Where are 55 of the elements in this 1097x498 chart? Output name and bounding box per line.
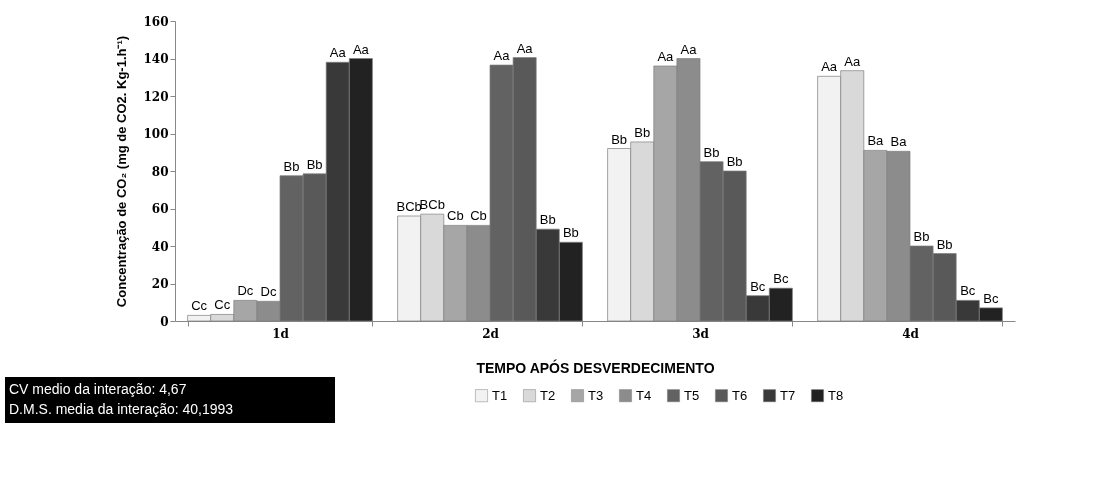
x-tick-label: 3d [692,326,710,341]
legend-label: T1 [492,387,508,403]
data-label: Aa [352,41,370,57]
data-label: Cb [470,208,487,224]
data-label: Bc [960,283,976,299]
legend-label: T7 [780,387,796,403]
data-label: Cb [447,208,464,224]
data-label: Bb [611,131,628,147]
data-label: Bb [634,124,651,140]
legend-label: T3 [588,387,604,403]
y-tick-label: 80 [151,164,169,179]
x-tick-label: 1d [272,326,290,341]
data-label: Dc [260,284,277,300]
data-label: Bb [283,158,300,174]
y-axis-title: Concentração de CO₂ (mg de CO2. Kg-1.h⁻¹) [114,35,130,308]
y-tick-label: 160 [143,14,169,29]
data-label: Ba [890,134,908,150]
x-axis-title: TEMPO APÓS DESVERDECIMENTO [476,358,715,376]
legend-label: T6 [732,387,748,403]
data-label: Bb [913,229,930,244]
data-label: Aa [493,48,511,64]
y-tick-label: 20 [151,277,169,291]
y-tick-label: 140 [143,52,169,66]
y-tick-label: 40 [151,239,169,254]
data-label: Aa [657,49,675,64]
legend-label: T2 [540,387,556,403]
data-label: Bb [562,225,579,241]
data-label: Aa [821,59,838,75]
data-label: Bb [306,156,323,172]
data-label: Bb [539,212,556,228]
data-label: Bb [726,154,743,169]
data-label: Cc [191,298,208,314]
data-label: Aa [516,40,534,56]
data-label: Dc [237,283,254,299]
data-label: Aa [844,53,861,69]
y-tick-label: 60 [151,202,169,216]
y-tick-label: 0 [160,314,169,329]
text: D.M.S. media da interação: 40,1993 [9,401,234,417]
data-label: Aa [680,41,698,57]
legend-label: T4 [636,387,652,403]
text: CV medio da interação: 4,67 [9,381,187,397]
data-label: Bc [773,271,789,287]
data-label: Bb [703,144,720,160]
data-label: Bb [936,236,953,252]
legend-label: T5 [684,387,700,403]
x-tick-label: 4d [902,326,920,341]
data-label: Ba [867,133,885,149]
x-tick-label: 2d [482,326,500,341]
data-label: Bc [983,290,999,306]
data-label: Cc [214,297,231,313]
y-tick-label: 100 [143,127,169,141]
legend-label: T8 [828,387,844,403]
data-label: Bc [750,278,766,294]
y-tick-label: 120 [143,89,169,104]
data-label: Aa [329,45,347,61]
